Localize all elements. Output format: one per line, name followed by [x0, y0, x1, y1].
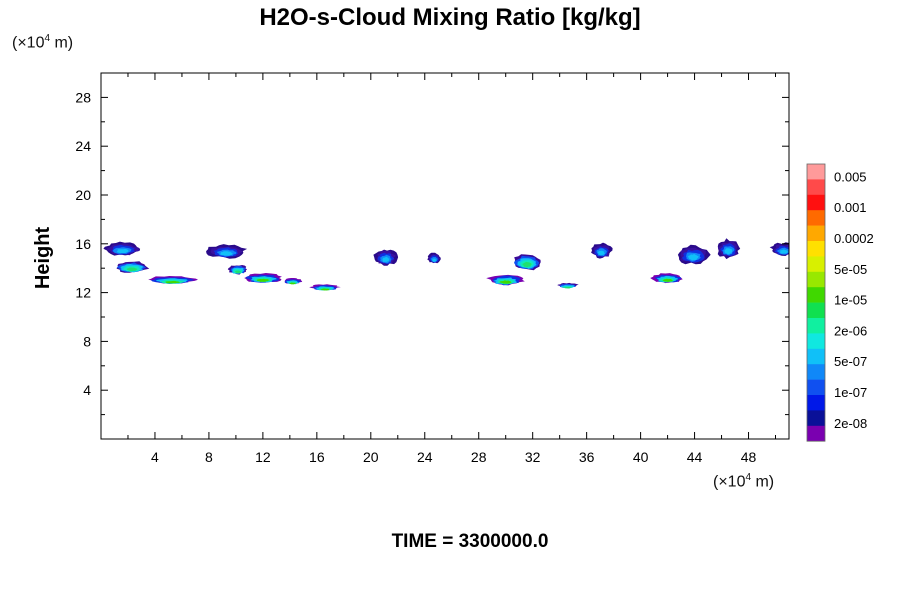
- colorbar-swatch: [807, 302, 825, 319]
- colorbar-swatch: [807, 364, 825, 380]
- colorbar-swatch: [807, 241, 825, 257]
- cloud-contour: [522, 261, 532, 268]
- cloud-field: [103, 238, 789, 291]
- x-unit-pre: (×10: [713, 473, 746, 491]
- cloud-blob: [650, 273, 683, 284]
- colorbar-label: 5e-07: [834, 354, 867, 369]
- colorbar-label: 2e-08: [834, 416, 867, 431]
- y-tick-label: 16: [75, 236, 91, 252]
- colorbar-label: 2e-06: [834, 323, 867, 338]
- x-unit-exp: 4: [745, 472, 752, 483]
- x-tick-label: 44: [687, 449, 703, 465]
- cloud-contour: [165, 280, 181, 284]
- x-tick-label: 20: [363, 449, 379, 465]
- cloud-contour: [126, 267, 138, 272]
- y-axis-label: Height: [32, 227, 54, 290]
- colorbar-swatch: [807, 179, 825, 196]
- x-axis-unit: (×104 m): [713, 472, 774, 491]
- colorbar-swatch: [807, 348, 825, 365]
- x-tick-label: 32: [525, 449, 541, 465]
- cloud-blob: [486, 274, 525, 286]
- y-tick-label: 24: [75, 138, 91, 154]
- cloud-blob: [591, 242, 613, 259]
- cloud-contour: [289, 282, 296, 285]
- cloud-blob: [148, 276, 198, 284]
- colorbar-swatch: [807, 333, 825, 350]
- cloud-blob: [514, 254, 541, 271]
- x-tick-label: 28: [471, 449, 487, 465]
- cloud-blob: [227, 265, 247, 275]
- cloud-contour: [499, 280, 512, 284]
- colorbar-label: 5e-05: [834, 262, 867, 277]
- colorbar-label: 1e-07: [834, 385, 867, 400]
- x-tick-label: 36: [579, 449, 595, 465]
- y-tick-label: 20: [75, 187, 91, 203]
- x-tick-label: 4: [151, 449, 159, 465]
- cloud-contour: [117, 249, 129, 254]
- cloud-blob: [206, 244, 248, 259]
- cloud-blob: [557, 282, 579, 289]
- cloud-contour: [320, 288, 330, 291]
- cloud-blob: [717, 238, 741, 260]
- cloud-contour: [662, 278, 673, 282]
- x-tick-label: 40: [633, 449, 649, 465]
- x-tick-label: 8: [205, 449, 213, 465]
- x-tick-label: 48: [741, 449, 757, 465]
- colorbar: 0.005 0.001 0.0002 5e-05 1e-05 2e-06 5e-07 1e-0…: [806, 163, 874, 442]
- colorbar-swatch: [807, 256, 825, 273]
- colorbar-swatch: [807, 425, 825, 442]
- x-tick-label: 12: [255, 449, 271, 465]
- plot-frame: [100, 72, 790, 440]
- y-tick-label: 8: [83, 333, 91, 349]
- cloud-blob: [677, 244, 711, 265]
- cloud-blob: [309, 284, 341, 291]
- y-unit-exp: 4: [44, 33, 51, 44]
- cloud-contour: [597, 250, 605, 256]
- cloud-contour: [780, 249, 788, 254]
- cloud-blob: [284, 278, 303, 285]
- cloud-contour: [234, 270, 241, 274]
- cloud-blob: [769, 242, 789, 256]
- y-tick-label: 12: [75, 285, 91, 301]
- colorbar-swatch: [807, 225, 825, 242]
- cloud-blob: [373, 249, 399, 266]
- y-tick-label: 28: [75, 89, 91, 105]
- colorbar-swatch: [807, 395, 825, 411]
- colorbar-label: 1e-05: [834, 293, 867, 308]
- colorbar-swatch: [807, 287, 825, 303]
- colorbar-swatch: [807, 410, 825, 427]
- cloud-blob: [427, 252, 441, 264]
- y-unit-pre: (×10: [12, 34, 45, 52]
- x-tick-label: 24: [417, 449, 433, 465]
- cloud-blob: [116, 261, 150, 273]
- chart-title: H2O-s-Cloud Mixing Ratio [kg/kg]: [259, 4, 641, 31]
- y-axis-unit: (×104 m): [12, 33, 73, 52]
- time-label: TIME = 3300000.0: [391, 531, 549, 552]
- cloud-contour: [382, 256, 390, 262]
- colorbar-frame: [806, 163, 826, 442]
- colorbar-swatch: [807, 164, 825, 180]
- colorbar-label: 0.005: [834, 169, 867, 184]
- cloud-contour: [220, 251, 233, 256]
- y-tick-label: 4: [83, 382, 91, 398]
- colorbar-swatch: [807, 210, 825, 226]
- cloud-contour: [724, 248, 733, 255]
- cloud-blob: [244, 273, 282, 283]
- cloud-blob: [103, 241, 141, 256]
- y-unit-post: m): [50, 34, 74, 52]
- cloud-contour: [564, 286, 572, 289]
- colorbar-swatch: [807, 318, 825, 334]
- colorbar-swatch: [807, 379, 825, 396]
- colorbar-label: 0.001: [834, 200, 867, 215]
- x-unit-post: m): [751, 473, 775, 491]
- colorbar-label: 0.0002: [834, 231, 874, 246]
- colorbar-swatch: [807, 271, 825, 288]
- colorbar-swatch: [807, 194, 825, 211]
- cloud-contour: [256, 278, 270, 282]
- cloud-contour: [688, 253, 699, 261]
- x-tick-label: 16: [309, 449, 325, 465]
- cloud-contour: [432, 258, 437, 262]
